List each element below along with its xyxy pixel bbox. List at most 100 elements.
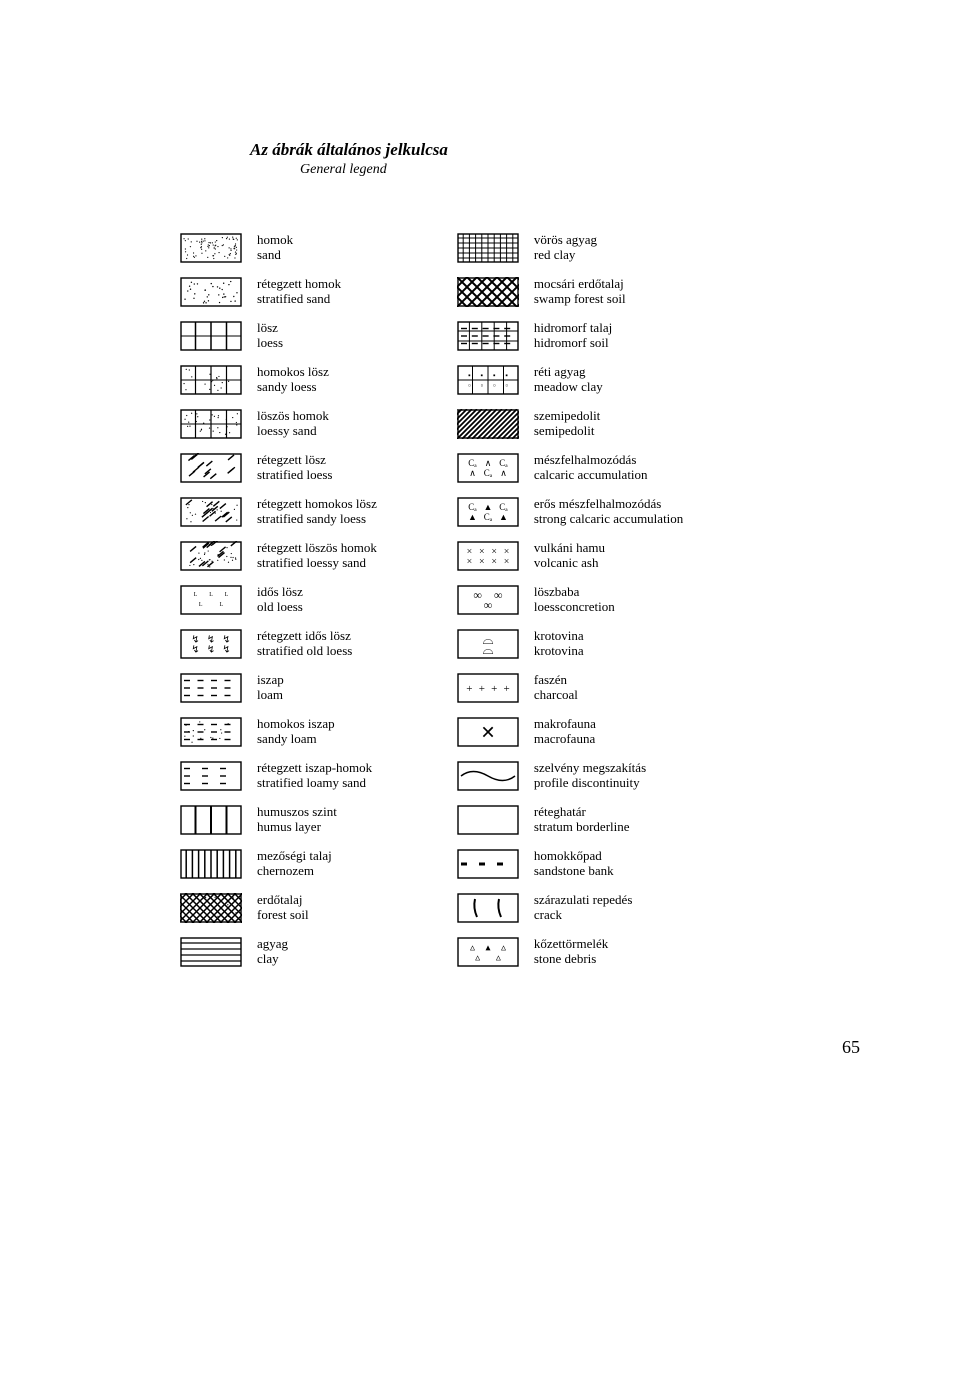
- stone-debris-swatch-icon: ▵▴▵▵▵: [457, 937, 519, 967]
- svg-text:∞: ∞: [473, 588, 482, 602]
- legend-left-15: erdőtalajforest soil: [180, 893, 377, 923]
- red-clay-swatch-icon: [457, 233, 519, 263]
- clay-swatch-icon: [180, 937, 242, 967]
- label-en: red clay: [534, 248, 597, 263]
- label-en: stratified old loess: [257, 644, 352, 659]
- label-en: forest soil: [257, 908, 309, 923]
- strong-calcaric-swatch-icon: Cₐ▲Cₐ▲Cₐ▲: [457, 497, 519, 527]
- svg-text:Cₐ: Cₐ: [468, 502, 477, 512]
- strat-old-loess-swatch-icon: ↯↯↯↯↯↯: [180, 629, 242, 659]
- legend-label: idős löszold loess: [257, 585, 303, 615]
- label-en: humus layer: [257, 820, 337, 835]
- legend-label: rétegzett löszstratified loess: [257, 453, 332, 483]
- legend-right-0: vörös agyagred clay: [457, 233, 683, 263]
- label-en: hidromorf soil: [534, 336, 612, 351]
- label-en: sandy loess: [257, 380, 329, 395]
- label-hu: faszén: [534, 673, 578, 688]
- legend-label: erős mészfelhalmozódásstrong calcaric ac…: [534, 497, 683, 527]
- legend-label: homokos löszsandy loess: [257, 365, 329, 395]
- legend-label: erdőtalajforest soil: [257, 893, 309, 923]
- legend-page: Az ábrák általános jelkulcsa General leg…: [0, 0, 960, 1098]
- label-en: strong calcaric accumulation: [534, 512, 683, 527]
- legend-right-7: ××××××××vulkáni hamuvolcanic ash: [457, 541, 683, 571]
- label-hu: homokkőpad: [534, 849, 614, 864]
- legend-right-16: ▵▴▵▵▵kőzettörmelékstone debris: [457, 937, 683, 967]
- label-en: loess: [257, 336, 283, 351]
- legend-label: agyagclay: [257, 937, 288, 967]
- svg-text:ᴸ: ᴸ: [194, 591, 198, 602]
- legend-label: iszaploam: [257, 673, 284, 703]
- label-hu: löszbaba: [534, 585, 615, 600]
- svg-text:+: +: [466, 683, 472, 695]
- meadow-clay-swatch-icon: ▪▪▪▪▫▫▫▫: [457, 365, 519, 395]
- label-en: volcanic ash: [534, 556, 605, 571]
- label-en: loessy sand: [257, 424, 329, 439]
- svg-text:▵: ▵: [475, 953, 480, 964]
- svg-text:+: +: [479, 683, 485, 695]
- svg-text:Cₐ: Cₐ: [484, 468, 493, 478]
- legend-right-3: ▪▪▪▪▫▫▫▫réti agyagmeadow clay: [457, 365, 683, 395]
- title-hu: Az ábrák általános jelkulcsa: [250, 140, 880, 160]
- svg-text:∞: ∞: [494, 588, 503, 602]
- svg-text:↯: ↯: [191, 645, 199, 656]
- svg-text:+: +: [491, 683, 497, 695]
- svg-text:▲: ▲: [468, 512, 477, 522]
- label-hu: mészfelhalmozódás: [534, 453, 648, 468]
- label-en: stratified loamy sand: [257, 776, 372, 791]
- legend-label: rétegzett homokstratified sand: [257, 277, 341, 307]
- legend-left-7: rétegzett löszös homokstratified loessy …: [180, 541, 377, 571]
- label-hu: erős mészfelhalmozódás: [534, 497, 683, 512]
- legend-left-6: rétegzett homokos löszstratified sandy l…: [180, 497, 377, 527]
- legend-right-12: szelvény megszakításprofile discontinuit…: [457, 761, 683, 791]
- label-en: profile discontinuity: [534, 776, 646, 791]
- svg-text:▫: ▫: [505, 381, 507, 389]
- legend-label: homokkőpadsandstone bank: [534, 849, 614, 879]
- legend-right-14: homokkőpadsandstone bank: [457, 849, 683, 879]
- legend-label: réti agyagmeadow clay: [534, 365, 603, 395]
- legend-label: mészfelhalmozódáscalcaric accumulation: [534, 453, 648, 483]
- title-en: General legend: [300, 162, 880, 178]
- legend-left-0: homoksand: [180, 233, 377, 263]
- legend-left-8: ᴸᴸᴸᴸᴸidős löszold loess: [180, 585, 377, 615]
- chernozem-swatch-icon: [180, 849, 242, 879]
- label-hu: rétegzett iszap-homok: [257, 761, 372, 776]
- svg-text:ᴸ: ᴸ: [219, 601, 223, 612]
- legend-label: mezőségi talajchernozem: [257, 849, 332, 879]
- legend-label: rétegzett iszap-homokstratified loamy sa…: [257, 761, 372, 791]
- svg-text:▪: ▪: [468, 371, 471, 379]
- legend-label: réteghatárstratum borderline: [534, 805, 630, 835]
- macrofauna-swatch-icon: ✕: [457, 717, 519, 747]
- legend-left-5: rétegzett löszstratified loess: [180, 453, 377, 483]
- legend-left-2: löszloess: [180, 321, 377, 351]
- charcoal-swatch-icon: ++++: [457, 673, 519, 703]
- label-hu: idős lösz: [257, 585, 303, 600]
- label-hu: homokos lösz: [257, 365, 329, 380]
- svg-text:↯: ↯: [222, 645, 230, 656]
- label-en: meadow clay: [534, 380, 603, 395]
- svg-text:✕: ✕: [480, 722, 495, 742]
- label-en: old loess: [257, 600, 303, 615]
- label-hu: rétegzett löszös homok: [257, 541, 377, 556]
- svg-text:▴: ▴: [485, 943, 490, 954]
- legend-label: vörös agyagred clay: [534, 233, 597, 263]
- stratum-border-swatch-icon: [457, 805, 519, 835]
- svg-text:▫: ▫: [493, 381, 495, 389]
- label-en: chernozem: [257, 864, 332, 879]
- svg-text:ᴸ: ᴸ: [225, 591, 229, 602]
- label-en: sandstone bank: [534, 864, 614, 879]
- swamp-forest-swatch-icon: [457, 277, 519, 307]
- label-en: stone debris: [534, 952, 608, 967]
- label-hu: rétegzett idős lösz: [257, 629, 352, 644]
- legend-left-4: löszös homokloessy sand: [180, 409, 377, 439]
- legend-right-15: szárazulati repedéscrack: [457, 893, 683, 923]
- label-en: clay: [257, 952, 288, 967]
- label-en: charcoal: [534, 688, 578, 703]
- label-hu: szemipedolit: [534, 409, 600, 424]
- legend-right-2: hidromorf talajhidromorf soil: [457, 321, 683, 351]
- svg-text:▪: ▪: [480, 371, 483, 379]
- label-en: loam: [257, 688, 284, 703]
- legend-right-1: mocsári erdőtalajswamp forest soil: [457, 277, 683, 307]
- svg-text:×: ×: [479, 557, 485, 568]
- label-en: semipedolit: [534, 424, 600, 439]
- label-hu: homok: [257, 233, 293, 248]
